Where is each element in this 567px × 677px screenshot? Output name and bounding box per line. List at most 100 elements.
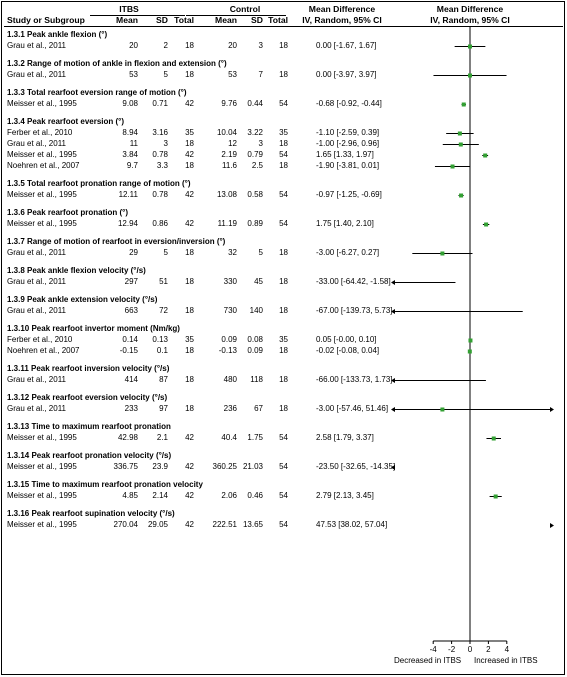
- control-total: 18: [279, 161, 288, 170]
- control-sd: 140: [249, 306, 263, 315]
- section-title: 1.3.4 Peak rearfoot eversion (°): [7, 117, 125, 126]
- study-name: Noehren et al., 2007: [7, 346, 80, 355]
- effect-marker: [483, 153, 488, 158]
- control-mean: 222.51: [212, 520, 237, 529]
- study-name: Grau et al., 2011: [7, 306, 66, 315]
- study-name: Meisser et al., 1995: [7, 219, 77, 228]
- sd1-header: SD: [156, 15, 168, 25]
- control-total: 35: [279, 128, 288, 137]
- ci-left-arrow: [391, 280, 395, 285]
- control-total: 18: [279, 139, 288, 148]
- itbs-total: 42: [185, 150, 194, 159]
- control-total: 54: [279, 462, 288, 471]
- effect-marker: [457, 131, 462, 136]
- x-tick-label: 2: [486, 645, 491, 654]
- section-title: 1.3.3 Total rearfoot eversion range of m…: [7, 88, 187, 97]
- study-name: Noehren et al., 2007: [7, 161, 80, 170]
- itbs-sd: 3.16: [152, 128, 168, 137]
- control-total: 18: [279, 404, 288, 413]
- itbs-mean: 42.98: [117, 433, 138, 442]
- ci-text: -0.68 [-0.92, -0.44]: [316, 99, 382, 108]
- itbs-sd: 3: [163, 139, 168, 148]
- control-total: 54: [279, 219, 288, 228]
- control-mean: 20: [228, 41, 237, 50]
- study-name: Meisser et al., 1995: [7, 462, 77, 471]
- control-total: 54: [279, 491, 288, 500]
- study-name: Meisser et al., 1995: [7, 491, 77, 500]
- itbs-mean: 270.04: [113, 520, 138, 529]
- ci-text: 0.00 [-1.67, 1.67]: [316, 41, 377, 50]
- x-tick-label: -2: [448, 645, 456, 654]
- section-title: 1.3.7 Range of motion of rearfoot in eve…: [7, 237, 226, 246]
- control-total: 18: [279, 346, 288, 355]
- control-sd: 13.65: [242, 520, 263, 529]
- header-bottom-rule: [4, 26, 563, 27]
- itbs-mean: 12.94: [117, 219, 138, 228]
- ci-text: 0.00 [-3.97, 3.97]: [316, 70, 377, 79]
- itbs-total: 18: [185, 277, 194, 286]
- control-mean: 2.19: [221, 150, 237, 159]
- study-name: Meisser et al., 1995: [7, 150, 77, 159]
- itbs-sd: 97: [159, 404, 168, 413]
- md-subheader: IV, Random, 95% CI: [302, 15, 382, 25]
- control-sd: 118: [250, 375, 263, 384]
- section-title: 1.3.8 Peak ankle flexion velocity (°/s): [7, 266, 146, 275]
- itbs-mean: 297: [124, 277, 138, 286]
- control-mean: 10.04: [216, 128, 237, 137]
- itbs-sd: 87: [159, 375, 168, 384]
- effect-marker: [493, 494, 498, 499]
- control-mean: 40.4: [221, 433, 237, 442]
- section-title: 1.3.14 Peak rearfoot pronation velocity …: [7, 451, 172, 460]
- study-name: Meisser et al., 1995: [7, 99, 77, 108]
- plot-subheader: IV, Random, 95% CI: [430, 15, 510, 25]
- control-total: 35: [279, 335, 288, 344]
- itbs-mean: 29: [129, 248, 138, 257]
- control-sd: 2.5: [251, 161, 263, 170]
- itbs-sd: 29.05: [147, 520, 168, 529]
- control-mean: 236: [223, 404, 237, 413]
- control-mean: 0.09: [221, 335, 237, 344]
- control-sd: 3.22: [247, 128, 263, 137]
- ci-text: 2.79 [2.13, 3.45]: [316, 491, 374, 500]
- effect-marker: [468, 338, 473, 343]
- itbs-mean: 20: [129, 41, 138, 50]
- itbs-sd: 51: [159, 277, 168, 286]
- control-sd: 3: [258, 41, 263, 50]
- group1-header-rule: [90, 15, 185, 16]
- ci-text: -67.00 [-139.73, 5.73]: [316, 306, 393, 315]
- itbs-total: 18: [185, 70, 194, 79]
- ci-text: -3.00 [-57.46, 51.46]: [316, 404, 389, 413]
- ci-text: -0.02 [-0.08, 0.04]: [316, 346, 380, 355]
- section-title: 1.3.6 Peak rearfoot pronation (°): [7, 208, 129, 217]
- ci-text: -1.90 [-3.81, 0.01]: [316, 161, 380, 170]
- effect-marker: [467, 349, 472, 354]
- control-total: 54: [279, 150, 288, 159]
- sd2-header: SD: [251, 15, 263, 25]
- effect-marker: [484, 222, 489, 227]
- section-title: 1.3.12 Peak rearfoot eversion velocity (…: [7, 393, 168, 402]
- ci-text: -3.00 [-6.27, 0.27]: [316, 248, 380, 257]
- itbs-mean: 4.85: [122, 491, 138, 500]
- control-sd: 0.79: [247, 150, 263, 159]
- control-mean: 2.06: [221, 491, 237, 500]
- study-name: Grau et al., 2011: [7, 139, 66, 148]
- itbs-mean: 0.14: [122, 335, 138, 344]
- x-tick-label: -4: [430, 645, 438, 654]
- ci-text: -1.00 [-2.96, 0.96]: [316, 139, 380, 148]
- study-name: Grau et al., 2011: [7, 70, 66, 79]
- ci-text: 1.65 [1.33, 1.97]: [316, 150, 374, 159]
- itbs-mean: 233: [124, 404, 138, 413]
- control-sd: 5: [258, 248, 263, 257]
- effect-marker: [468, 44, 472, 49]
- section-title: 1.3.9 Peak ankle extension velocity (°/s…: [7, 295, 158, 304]
- itbs-sd: 0.78: [152, 190, 168, 199]
- itbs-total: 18: [185, 248, 194, 257]
- ci-right-arrow: [550, 407, 554, 412]
- control-total: 18: [279, 70, 288, 79]
- control-sd: 67: [254, 404, 263, 413]
- section-title: 1.3.15 Time to maximum rearfoot pronatio…: [7, 480, 203, 489]
- itbs-mean: -0.15: [119, 346, 138, 355]
- itbs-sd: 23.9: [152, 462, 168, 471]
- control-total: 18: [279, 277, 288, 286]
